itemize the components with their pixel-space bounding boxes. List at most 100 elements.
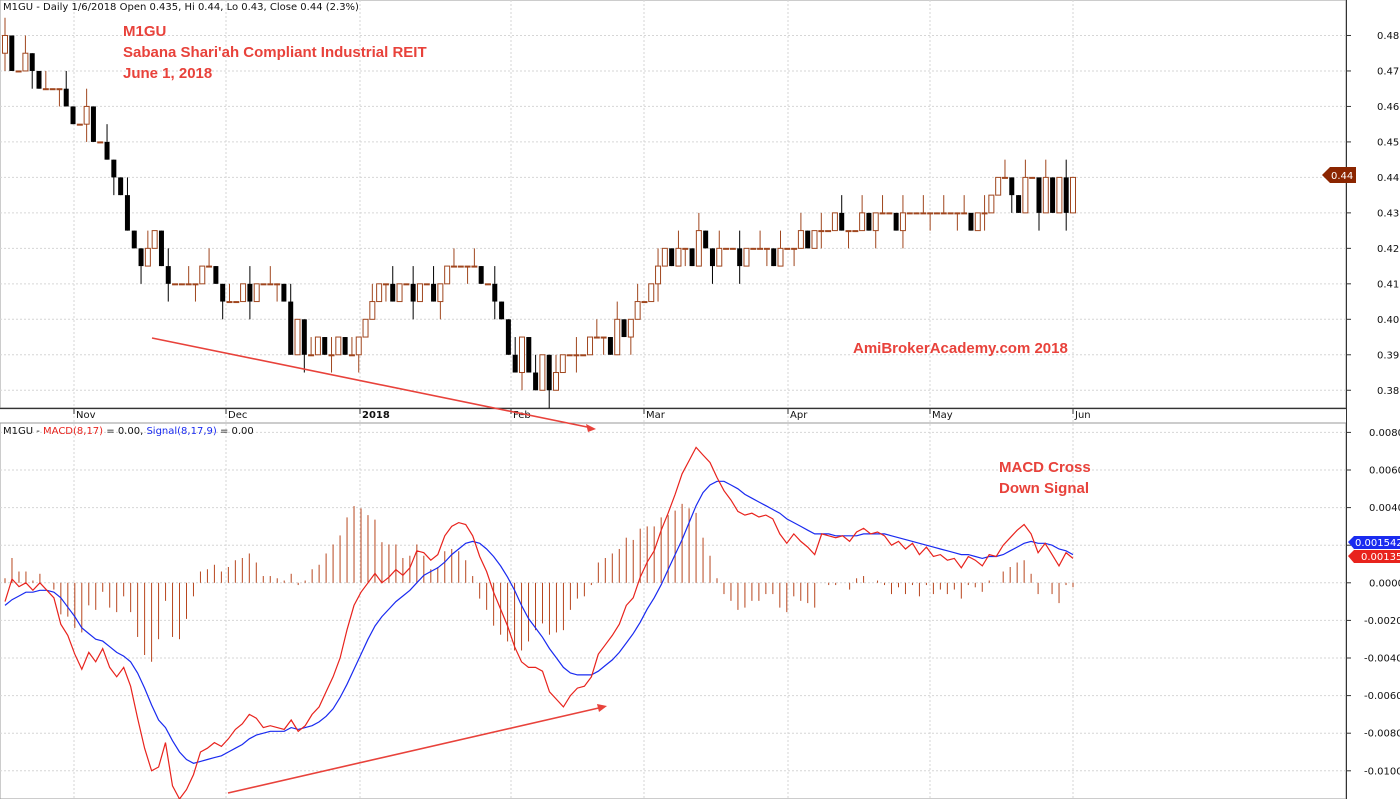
candle-body-up — [634, 301, 641, 320]
price-trendline-arrowhead — [586, 424, 596, 432]
candle-body-down — [689, 248, 695, 267]
candle-body-up — [995, 176, 1002, 196]
candle-body-down — [70, 106, 76, 125]
candle-body-up — [566, 354, 573, 357]
candle-body-down — [322, 337, 328, 355]
candle-body-up — [784, 247, 791, 250]
candle-body-down — [1009, 177, 1015, 196]
candle-body-up — [859, 212, 866, 232]
candle-body-down — [138, 248, 144, 267]
candle-body-up — [42, 88, 49, 91]
candle-body-down — [158, 230, 164, 267]
macd-histogram — [4, 503, 1074, 662]
candle-body-up — [553, 372, 560, 391]
svg-text:0.44: 0.44 — [1331, 171, 1353, 182]
price-tick-label: 0.44 — [1377, 173, 1399, 184]
candle-body-down — [771, 248, 777, 267]
candle-body-up — [906, 212, 913, 215]
candle-body-up — [1056, 176, 1063, 214]
candle-body-up — [192, 283, 199, 286]
candle-body-up — [750, 247, 757, 250]
price-tick-label: 0.39 — [1377, 350, 1399, 361]
macd-trendline-arrowhead — [597, 704, 607, 712]
candle-body-up — [818, 230, 825, 233]
candle-body-up — [362, 318, 369, 338]
svg-text:0.001542: 0.001542 — [1355, 538, 1400, 549]
candle-body-up — [457, 265, 464, 268]
candle-body-up — [328, 354, 335, 357]
candle-body-up — [886, 212, 893, 215]
macd-lines — [4, 446, 1074, 799]
candle-body-up — [471, 265, 478, 268]
candle-body-up — [437, 283, 444, 303]
macd-info-text: M1GU - MACD(8,17) = 0.00, Signal(8,17,9)… — [3, 426, 254, 437]
macd-tick-label: -0.0040 — [1364, 654, 1400, 665]
candle-body-up — [1001, 176, 1008, 179]
candle-body-down — [621, 319, 627, 338]
candle-body-up — [797, 230, 804, 249]
annotation-date: June 1, 2018 — [123, 65, 212, 82]
macd-value: = 0.00, — [103, 426, 146, 437]
candle-body-up — [777, 247, 784, 267]
candle-body-up — [518, 336, 525, 374]
candle-body-up — [76, 123, 83, 126]
candle-body-up — [981, 212, 988, 215]
price-tick-label: 0.41 — [1377, 279, 1399, 290]
candle-body-up — [614, 318, 621, 356]
price-tick-label: 0.40 — [1377, 315, 1399, 326]
price-tick-label: 0.46 — [1377, 102, 1399, 113]
candle-body-up — [83, 105, 90, 125]
candle-body-down — [499, 301, 505, 320]
candle-body-down — [1063, 177, 1069, 213]
candle-body-up — [947, 212, 954, 215]
candle-body-up — [961, 212, 968, 215]
month-label: Mar — [646, 410, 666, 421]
candle-body-down — [104, 141, 110, 160]
candle-body-down — [1036, 177, 1042, 213]
candle-body-down — [118, 177, 124, 196]
month-label: Feb — [513, 410, 531, 421]
month-label: May — [932, 410, 953, 421]
candle-body-down — [478, 266, 484, 284]
candle-body-up — [369, 301, 376, 320]
candle-body-down — [247, 283, 253, 302]
candle-body-down — [281, 283, 287, 302]
candle-body-up — [1022, 176, 1029, 214]
month-label: Apr — [790, 410, 808, 421]
candle-body-up — [580, 354, 587, 357]
candle-body-up — [416, 283, 423, 303]
macd-tick-label: -0.0100 — [1364, 766, 1400, 777]
candle-body-up — [97, 141, 104, 144]
candle-body-down — [1016, 195, 1022, 213]
candle-body-down — [213, 266, 219, 284]
candle-body-down — [805, 230, 811, 249]
price-trendline — [151, 337, 593, 429]
candle-body-down — [9, 35, 15, 71]
candle-body-up — [988, 194, 995, 214]
candle-body-up — [587, 336, 594, 356]
candle-body-up — [396, 283, 403, 303]
candle-body-down — [839, 212, 845, 231]
candle-body-up — [314, 336, 321, 356]
price-tick-label: 0.42 — [1377, 244, 1399, 255]
price-tick-label: 0.38 — [1377, 386, 1399, 397]
price-tick-label: 0.43 — [1377, 208, 1399, 219]
macd-tick-label: -0.0080 — [1364, 729, 1400, 740]
signal-value-marker: 0.001542 — [1348, 536, 1400, 549]
candle-body-down — [90, 106, 96, 142]
candle-body-down — [512, 354, 518, 373]
candle-body-up — [335, 336, 342, 356]
price-axis: 0.48 0.47 0.46 0.45 0.44 0.43 0.42 0.41 0.40 0.39… — [1346, 31, 1399, 397]
macd-symbol: M1GU - — [3, 426, 43, 437]
month-label: Jun — [1074, 410, 1091, 421]
candle-body-up — [178, 283, 185, 286]
candle-body-up — [600, 336, 607, 339]
candle-body-up — [627, 318, 634, 338]
candle-body-up — [723, 247, 730, 250]
candle-body-up — [260, 283, 267, 286]
divergence-trendlines — [151, 337, 607, 794]
candle-body-down — [63, 88, 69, 107]
candle-body-down — [737, 248, 743, 267]
candle-body-up — [920, 212, 927, 215]
candle-body-up — [253, 283, 260, 303]
